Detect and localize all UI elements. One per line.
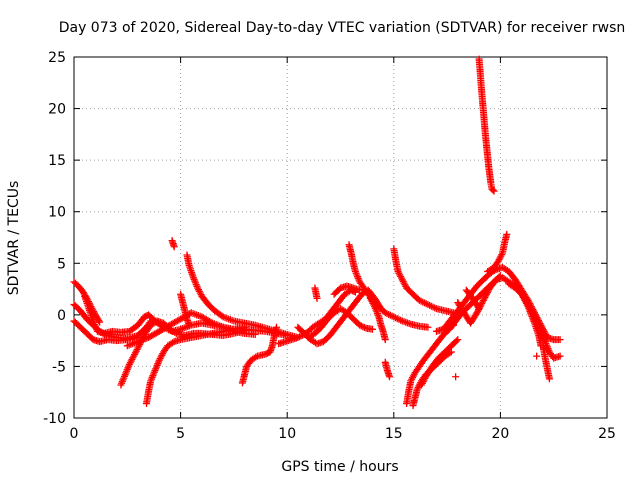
data-point-s21-38: [447, 348, 455, 356]
data-point-s13-38: [356, 321, 364, 329]
data-point-s31-0: [533, 352, 541, 360]
data-point-s30-11: [519, 293, 527, 301]
data-point-s29-75: [489, 186, 497, 194]
data-point-s11-13: [295, 333, 303, 341]
data-point-s23-10: [448, 322, 456, 330]
gridlines: [74, 57, 607, 418]
data-point-s8-19: [185, 321, 193, 329]
data-point-s11-12: [294, 334, 302, 342]
data-point-s6-77: [251, 330, 259, 338]
data-point-s13-41: [360, 323, 368, 331]
data-point-s22-33: [454, 336, 462, 344]
y-tick-label: 10: [48, 205, 66, 221]
y-tick-label: -10: [43, 411, 66, 427]
y-tick-label: 25: [48, 50, 66, 66]
x-tick-label: 0: [70, 426, 79, 442]
data-point-s26-27: [478, 300, 486, 308]
data-point-s32-19: [545, 375, 553, 383]
x-tick-label: 15: [385, 426, 403, 442]
data-point-s26-29: [479, 296, 487, 304]
y-tick-label: 0: [57, 308, 66, 324]
data-point-s26-28: [479, 298, 487, 306]
data-point-s29-76: [490, 187, 498, 195]
data-point-s30-13: [521, 296, 529, 304]
x-tick-label: 25: [598, 426, 616, 442]
data-point-s26-35: [484, 287, 492, 295]
y-tick-label: 5: [57, 256, 66, 272]
data-point-s28-13: [475, 305, 483, 313]
data-point-s27-12: [498, 251, 506, 259]
data-point-s26-105: [556, 352, 564, 360]
data-point-s4-52: [171, 328, 179, 336]
data-point-s10-17: [252, 353, 260, 361]
data-point-s24-0: [452, 373, 460, 381]
x-axis-title: GPS time / hours: [281, 459, 398, 475]
data-point-s23-11: [449, 321, 457, 329]
data-point-s28-12: [474, 303, 482, 311]
data-point-s30-12: [520, 295, 528, 303]
data-point-s26-30: [480, 295, 488, 303]
data-point-s26-33: [483, 290, 491, 298]
data-point-s5-37: [169, 339, 177, 347]
data-point-s13-40: [359, 323, 367, 331]
data-point-s13-46: [368, 325, 376, 333]
data-point-s30-16: [523, 301, 531, 309]
data-point-s10-41: [273, 323, 281, 331]
plot-frame: [73, 56, 608, 419]
data-point-s26-21: [473, 309, 481, 317]
data-point-s21-37: [446, 349, 454, 357]
y-tick-label: -5: [52, 359, 66, 375]
data-point-s30-10: [519, 292, 527, 300]
data-point-s18-9: [386, 373, 394, 381]
data-point-s25-104: [556, 336, 564, 344]
x-tick-label: 10: [278, 426, 296, 442]
data-point-s14-6: [313, 294, 321, 302]
y-tick-label: 20: [48, 102, 66, 118]
data-point-s17-25: [381, 336, 389, 344]
data-points: [70, 55, 564, 410]
y-axis-title: SDTVAR / TECUs: [6, 181, 22, 296]
data-point-s30-14: [522, 298, 530, 306]
data-point-s30-15: [523, 300, 531, 308]
y-tick-label: 15: [48, 153, 66, 169]
data-point-s27-24: [503, 230, 511, 238]
data-point-s26-32: [482, 292, 490, 300]
data-point-s13-39: [357, 322, 365, 330]
data-point-s26-34: [483, 289, 491, 297]
data-point-s26-31: [481, 293, 489, 301]
data-point-s7-4: [170, 243, 178, 251]
data-point-s17-4: [370, 301, 378, 309]
data-point-s30-9: [518, 290, 526, 298]
axis-ticks: 0 5 10 15 20 25 -10 -5 0 5 10 15 20 25: [43, 50, 616, 442]
data-point-s0-27: [96, 318, 104, 326]
x-tick-label: 5: [176, 426, 185, 442]
data-point-s22-32: [452, 337, 460, 345]
data-point-s6-52: [207, 318, 215, 326]
x-tick-label: 20: [491, 426, 509, 442]
data-point-s16-69: [424, 323, 432, 331]
chart-title: Day 073 of 2020, Sidereal Day-to-day VTE…: [59, 20, 626, 36]
